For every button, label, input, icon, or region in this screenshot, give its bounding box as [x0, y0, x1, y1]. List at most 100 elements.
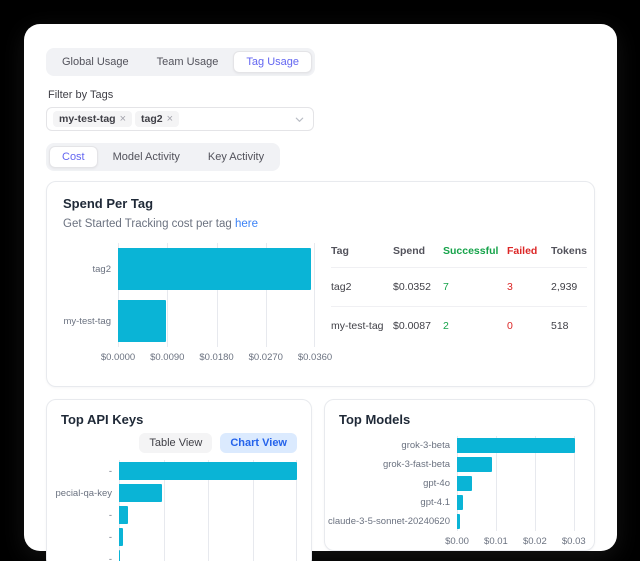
chart-bar: [119, 462, 297, 480]
chart-category-label: claude-3-5-sonnet-20240620: [327, 516, 450, 527]
chart-bar: [119, 484, 162, 502]
chart-plot-area: $0.0000 $0.0090 $0.0180 $0.0270 $0.0360: [101, 243, 332, 363]
cell-successful: 7: [443, 281, 449, 293]
chart-category-label: -: [108, 531, 112, 543]
chart-bar: [457, 475, 472, 492]
chart-category-label: -: [108, 509, 112, 521]
chart-plot-area: [119, 460, 297, 561]
chart-category-labels: - pecial-qa-key - - -: [55, 460, 119, 561]
chart-gridline: [314, 243, 315, 347]
axis-tick-label: $0.0270: [248, 352, 283, 363]
chart-bar: [457, 456, 492, 473]
tab-key-activity[interactable]: Key Activity: [207, 151, 265, 163]
chart-view-button[interactable]: Chart View: [220, 433, 297, 453]
chart-category-labels: grok-3-beta grok-3-fast-beta gpt-4o gpt-4.1…: [327, 436, 457, 547]
chart-bar-row: [457, 474, 580, 493]
col-header-successful: Successful: [443, 245, 499, 257]
tag-chip-label: tag2: [141, 113, 163, 125]
report-type-tablist: Cost Model Activity Key Activity: [46, 143, 281, 171]
col-header-tokens: Tokens: [551, 245, 587, 257]
chart-gridline: [296, 460, 297, 561]
chart-bar: [119, 506, 128, 524]
chart-gridline: [534, 436, 536, 531]
chart-gridline: [167, 243, 169, 347]
top-models-card: Top Models grok-3-beta grok-3-fast-beta gp…: [324, 399, 595, 551]
chart-bar-row: [119, 526, 297, 548]
tag-stats-table: Tag Spend Successful Failed Tokens tag2 …: [331, 243, 587, 363]
axis-tick-label: $0.0360: [297, 352, 333, 363]
chart-bar-row: [118, 243, 315, 295]
top-models-title: Top Models: [339, 412, 411, 427]
cell-tag: my-test-tag: [331, 320, 384, 332]
chart-category-label: pecial-qa-key: [55, 487, 113, 499]
cell-tag: tag2: [331, 281, 352, 293]
axis-tick-label: $0.0090: [150, 352, 185, 363]
tag-chip[interactable]: tag2 ×: [135, 111, 180, 127]
chart-axis-ticks: $0.0000 $0.0090 $0.0180 $0.0270 $0.0360: [101, 347, 332, 363]
top-models-chart: grok-3-beta grok-3-fast-beta gpt-4o gpt-4.1…: [327, 436, 586, 547]
chart-bar-row: [119, 504, 297, 526]
main-panel: Global Usage Team Usage Tag Usage Filter…: [24, 24, 617, 561]
chart-gridline: [208, 460, 209, 561]
chart-bar: [118, 248, 311, 290]
cell-tokens: 2,939: [551, 281, 578, 293]
chart-bar-row: [457, 455, 580, 474]
tab-team-usage[interactable]: Team Usage: [156, 56, 219, 68]
chart-gridline: [118, 243, 119, 347]
chart-plot-area: $0.00 $0.01 $0.02 $0.03: [445, 436, 586, 547]
chart-bar-row: [119, 460, 297, 482]
chart-category-label: gpt-4.1: [420, 497, 450, 508]
chart-category-label: -: [108, 553, 112, 561]
chart-bar-row: [119, 548, 297, 561]
tab-tag-usage[interactable]: Tag Usage: [233, 51, 313, 73]
chart-axis-ticks: $0.00 $0.01 $0.02 $0.03: [445, 531, 586, 547]
axis-tick-label: $0.02: [522, 536, 547, 547]
axis-tick-label: $0.0180: [199, 352, 234, 363]
chart-bar: [119, 550, 120, 561]
chart-category-label: my-test-tag: [63, 315, 111, 327]
spend-per-tag-body: tag2 my-test-tag $0.0000 $0.0090 $0.0180 $0.0…: [63, 243, 587, 363]
chart-gridline: [252, 460, 254, 561]
chart-category-label: -: [108, 465, 112, 477]
cell-successful: 2: [443, 320, 449, 332]
chart-bar-row: [118, 295, 315, 347]
top-api-keys-card: Top API Keys Table View Chart View - peci…: [46, 399, 312, 561]
top-api-keys-header: Top API Keys Table View Chart View: [61, 412, 297, 453]
chart-bar-row: [457, 512, 580, 531]
table-view-button[interactable]: Table View: [139, 433, 213, 453]
remove-tag-icon[interactable]: ×: [119, 112, 127, 125]
top-api-keys-title: Top API Keys: [61, 412, 144, 427]
col-header-tag: Tag: [331, 245, 349, 257]
axis-tick-label: $0.01: [484, 536, 508, 547]
axis-tick-label: $0.00: [445, 536, 469, 547]
chart-bar: [457, 513, 460, 530]
chart-gridline: [163, 460, 165, 561]
cell-spend: $0.0352: [393, 281, 431, 293]
bottom-cards-row: Top API Keys Table View Chart View - peci…: [46, 399, 595, 561]
view-toggle: Table View Chart View: [61, 433, 297, 453]
tag-filter-select[interactable]: my-test-tag × tag2 ×: [46, 107, 314, 131]
subtitle-text: Get Started Tracking cost per tag: [63, 218, 235, 230]
filter-by-tags-label: Filter by Tags: [48, 89, 114, 101]
cell-failed: 3: [507, 281, 513, 293]
table-row: tag2 $0.0352 7 3 2,939: [331, 267, 587, 306]
axis-tick-label: $0.0000: [100, 352, 136, 363]
chart-gridline: [573, 436, 575, 531]
remove-tag-icon[interactable]: ×: [166, 112, 174, 125]
cell-spend: $0.0087: [393, 320, 431, 332]
tab-model-activity[interactable]: Model Activity: [112, 151, 180, 163]
chart-category-label: grok-3-beta: [401, 440, 450, 451]
here-link[interactable]: here: [234, 218, 258, 230]
col-header-failed: Failed: [507, 245, 538, 257]
cell-tokens: 518: [551, 320, 569, 332]
spend-per-tag-card: Spend Per Tag Get Started Tracking cost …: [46, 181, 595, 387]
chevron-down-icon: [294, 114, 305, 125]
top-api-keys-chart: - pecial-qa-key - - -: [55, 460, 297, 561]
chart-gridline: [216, 243, 218, 347]
tab-global-usage[interactable]: Global Usage: [62, 56, 129, 68]
chart-bar-row: [119, 482, 297, 504]
chart-bar: [457, 437, 575, 454]
spend-per-tag-subtitle: Get Started Tracking cost per tag here: [63, 218, 578, 230]
tag-chip[interactable]: my-test-tag ×: [53, 111, 133, 127]
tab-cost[interactable]: Cost: [49, 146, 98, 168]
